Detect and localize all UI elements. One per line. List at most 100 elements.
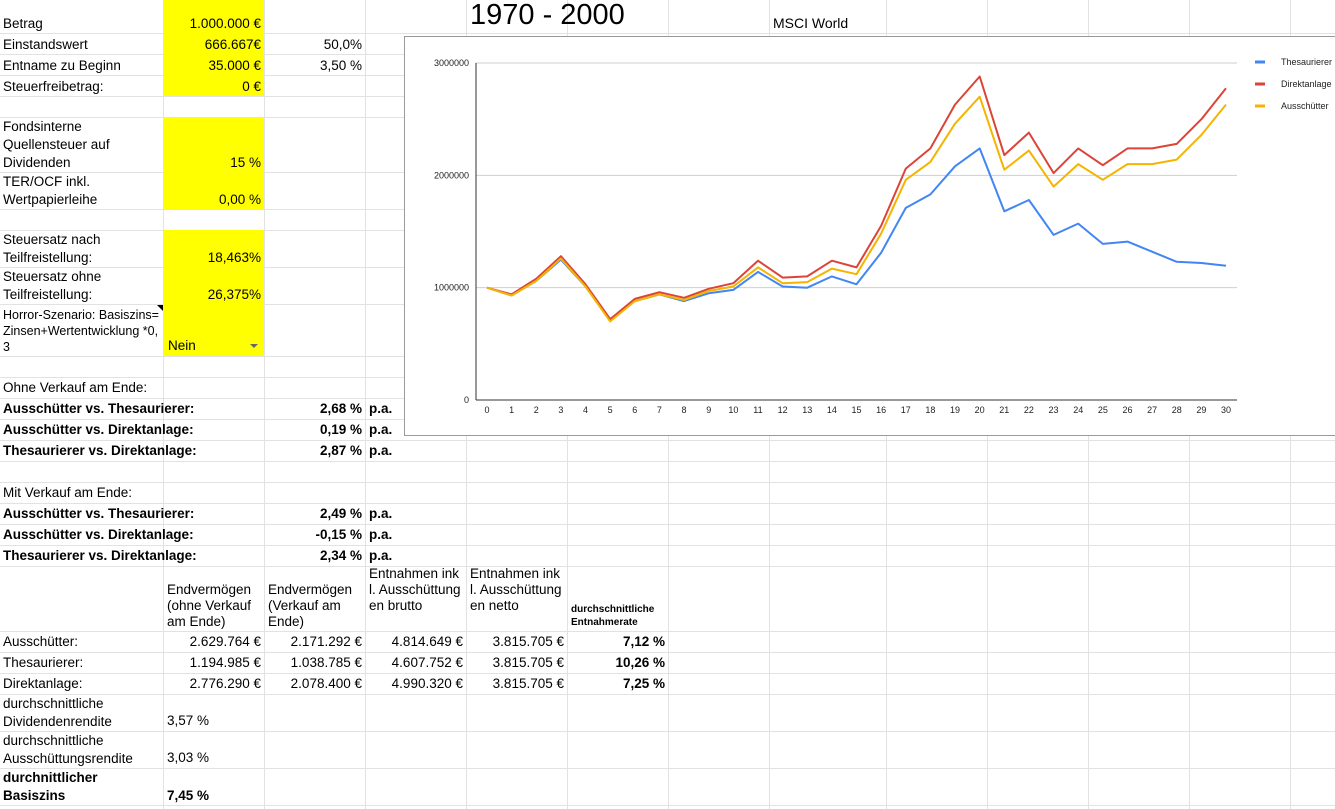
- ter-label: TER/OCF inkl. Wertpapierleihe: [3, 174, 98, 207]
- mit-row-value[interactable]: 2,34 %: [319, 548, 362, 563]
- results-cell[interactable]: 7,25 %: [622, 676, 665, 691]
- einstand-pct-cell[interactable]: 50,0%: [323, 37, 362, 52]
- mit-row-unit: p.a.: [369, 506, 393, 521]
- freibetrag-cell[interactable]: 0 €: [242, 79, 261, 94]
- results-cell[interactable]: 1.038.785 €: [290, 655, 362, 670]
- legend-label: Direktanlage: [1281, 79, 1332, 89]
- x-tick-label: 12: [778, 405, 788, 415]
- x-tick-label: 1: [509, 405, 514, 415]
- index-label: MSCI World: [773, 15, 849, 31]
- results-header: Endvermögen (Verkauf am Ende): [268, 582, 353, 629]
- results-cell[interactable]: 2.629.764 €: [189, 634, 261, 649]
- x-tick-label: 19: [950, 405, 960, 415]
- results-cell[interactable]: 4.990.320 €: [391, 676, 463, 691]
- results-cell[interactable]: 2.171.292 €: [290, 634, 362, 649]
- y-tick-label: 0: [464, 395, 469, 405]
- dividendenrendite-label: durchschnittliche Dividendenrendite: [3, 696, 112, 729]
- y-tick-label: 2000000: [434, 170, 469, 180]
- mit-row-value[interactable]: 2,49 %: [319, 506, 362, 521]
- freibetrag-label: Steuerfreibetrag:: [3, 79, 104, 94]
- comment-indicator: [157, 305, 163, 311]
- results-cell[interactable]: 3.815.705 €: [492, 634, 564, 649]
- results-header: Endvermögen (ohne Verkauf am Ende): [167, 582, 252, 629]
- ter-cell[interactable]: 0,00 %: [218, 192, 261, 207]
- results-cell[interactable]: 2.078.400 €: [290, 676, 362, 691]
- x-tick-label: 18: [925, 405, 935, 415]
- betrag-label: Betrag: [3, 16, 43, 31]
- basiszins-label: durchnittlicher Basiszins: [3, 770, 98, 803]
- ausschuettungsrendite-label: durchschnittliche Ausschüttungsrendite: [3, 733, 133, 766]
- y-tick-label: 3000000: [434, 58, 469, 68]
- horror-label: Horror-Szenario: Basiszins=Zinsen+Werten…: [3, 308, 159, 354]
- results-cell[interactable]: 7,12 %: [622, 634, 665, 649]
- ausschuettungsrendite-cell[interactable]: 3,03 %: [167, 750, 210, 765]
- x-tick-label: 22: [1024, 405, 1034, 415]
- x-tick-label: 23: [1049, 405, 1059, 415]
- results-cell[interactable]: 1.194.985 €: [189, 655, 261, 670]
- x-tick-label: 30: [1221, 405, 1231, 415]
- x-tick-label: 8: [682, 405, 687, 415]
- x-tick-label: 6: [632, 405, 637, 415]
- results-header: Entnahmen inkl. Ausschüttungen brutto: [369, 566, 461, 613]
- results-header: durchschnittliche Entnahmerate: [571, 604, 655, 628]
- results-cell[interactable]: 3.815.705 €: [492, 676, 564, 691]
- steuersatz-otf-cell[interactable]: 26,375%: [207, 287, 261, 302]
- results-row-label: Thesaurierer:: [3, 655, 84, 670]
- series-line: [486, 147, 1227, 322]
- results-cell[interactable]: 4.607.752 €: [391, 655, 463, 670]
- x-tick-label: 4: [583, 405, 588, 415]
- x-tick-label: 11: [753, 405, 762, 415]
- results-cell[interactable]: 10,26 %: [615, 655, 665, 670]
- betrag-cell[interactable]: 1.000.000 €: [189, 16, 261, 31]
- ohne-row-value[interactable]: 2,68 %: [319, 401, 362, 416]
- input-column-highlight: [164, 117, 264, 209]
- chevron-down-icon[interactable]: [250, 344, 258, 348]
- x-tick-label: 0: [484, 405, 489, 415]
- einstand-label: Einstandswert: [3, 37, 88, 52]
- x-tick-label: 10: [728, 405, 738, 415]
- x-tick-label: 27: [1147, 405, 1157, 415]
- mit-row-unit: p.a.: [369, 548, 393, 563]
- x-tick-label: 24: [1073, 405, 1083, 415]
- x-tick-label: 21: [999, 405, 1009, 415]
- x-tick-label: 28: [1172, 405, 1182, 415]
- ohne-row-unit: p.a.: [369, 422, 393, 437]
- mit-row-label: Ausschütter vs. Direktanlage:: [3, 527, 194, 542]
- horror-dropdown[interactable]: Nein: [168, 338, 196, 353]
- entnahme-pct-cell[interactable]: 3,50 %: [319, 58, 362, 73]
- page-title: 1970 - 2000: [470, 0, 625, 31]
- ohne-row-label: Ausschütter vs. Thesaurierer:: [3, 401, 195, 416]
- mit-row-label: Thesaurierer vs. Direktanlage:: [3, 548, 197, 563]
- x-tick-label: 16: [876, 405, 886, 415]
- ohne-row-value[interactable]: 0,19 %: [319, 422, 362, 437]
- x-tick-label: 13: [802, 405, 812, 415]
- quellensteuer-cell[interactable]: 15 %: [230, 155, 261, 170]
- x-tick-label: 2: [534, 405, 539, 415]
- x-tick-label: 20: [975, 405, 985, 415]
- entnahme-cell[interactable]: 35.000 €: [208, 58, 261, 73]
- results-row-label: Ausschütter:: [3, 634, 79, 649]
- results-cell[interactable]: 3.815.705 €: [492, 655, 564, 670]
- legend-label: Thesaurierer: [1281, 57, 1332, 67]
- line-chart[interactable]: 0 1000000 2000000 3000000 0 1 2 3 4 5 6 7 8 9 10 11 12 13…: [404, 36, 1335, 436]
- steuersatz-tf-cell[interactable]: 18,463%: [207, 250, 261, 265]
- results-row-label: Direktanlage:: [3, 676, 83, 691]
- steuersatz-tf-label: Steuersatz nach Teilfreistellung:: [3, 232, 101, 265]
- dividendenrendite-cell[interactable]: 3,57 %: [167, 713, 210, 728]
- results-cell[interactable]: 2.776.290 €: [189, 676, 261, 691]
- ohne-row-value[interactable]: 2,87 %: [319, 443, 362, 458]
- mit-row-value[interactable]: -0,15 %: [315, 527, 362, 542]
- x-tick-label: 29: [1196, 405, 1206, 415]
- ohne-row-unit: p.a.: [369, 443, 393, 458]
- entnahme-label: Entname zu Beginn: [3, 58, 121, 73]
- ohne-verkauf-heading: Ohne Verkauf am Ende:: [3, 380, 148, 395]
- input-column-highlight: [164, 230, 264, 356]
- einstand-cell[interactable]: 666.667€: [204, 37, 261, 52]
- basiszins-cell[interactable]: 7,45 %: [167, 788, 210, 803]
- mit-row-unit: p.a.: [369, 527, 393, 542]
- results-header: Entnahmen inkl. Ausschüttungen netto: [470, 566, 562, 613]
- results-cell[interactable]: 4.814.649 €: [391, 634, 463, 649]
- y-tick-label: 1000000: [434, 283, 469, 293]
- steuersatz-otf-label: Steuersatz ohne Teilfreistellung:: [3, 269, 102, 302]
